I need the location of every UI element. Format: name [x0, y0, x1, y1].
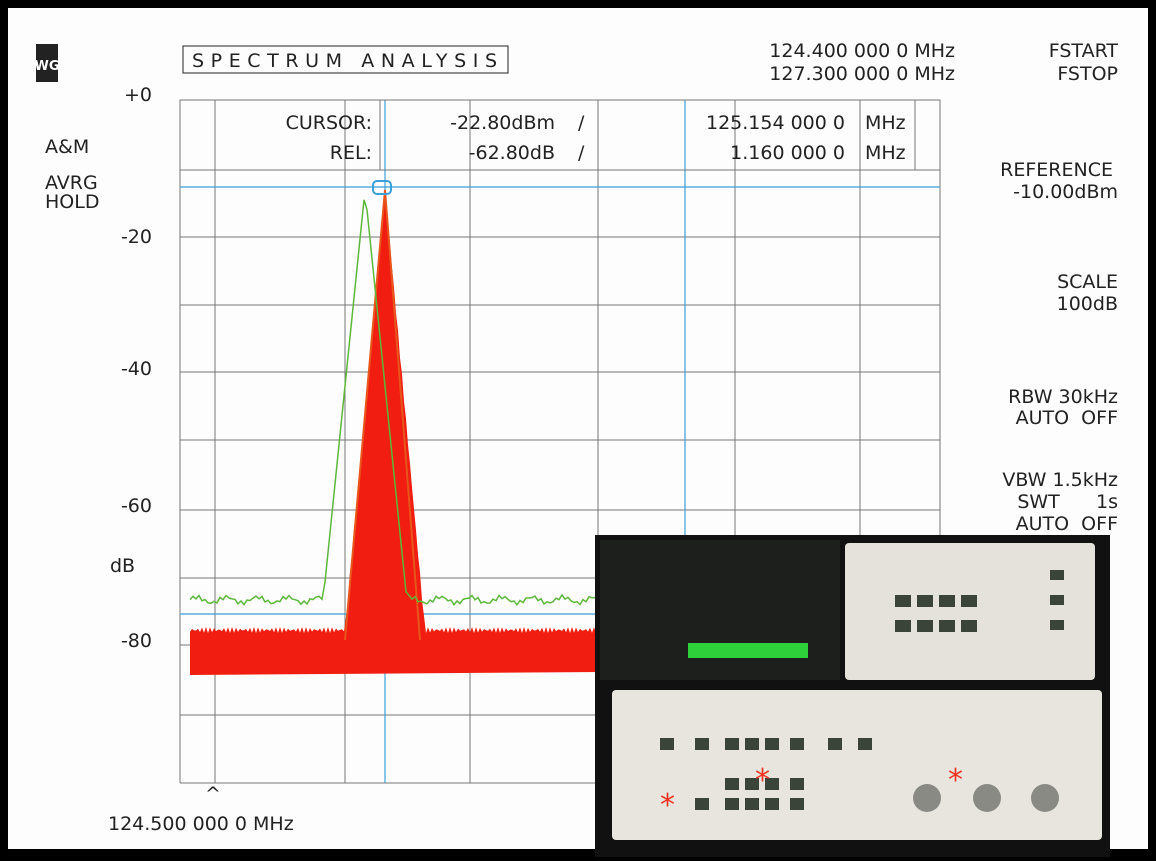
separator: / — [578, 142, 585, 164]
instrument-photo: * * * — [595, 535, 1110, 857]
cursor-label: CURSOR: — [286, 112, 372, 134]
tick-label: -40 — [121, 358, 152, 380]
marker: ^ — [205, 783, 221, 805]
stop-label: FSTOP — [1057, 63, 1118, 85]
start-freq: 124.400 000 0 MHz — [769, 40, 955, 62]
setting: RBW 30kHz — [1008, 386, 1118, 408]
tick-label: -80 — [121, 630, 152, 652]
svg-text:*: * — [755, 763, 770, 798]
setting: AUTO OFF — [1016, 513, 1118, 535]
cursor-label: REL: — [330, 142, 372, 164]
cursor-unit: MHz — [865, 142, 906, 164]
setting: VBW 1.5kHz — [1002, 469, 1118, 491]
setting: REFERENCE — [1000, 159, 1113, 181]
stop-freq: 127.300 000 0 MHz — [769, 63, 955, 85]
setting: -10.00dBm — [1013, 181, 1118, 203]
tick-label: +0 — [124, 84, 152, 106]
cursor-unit: MHz — [865, 112, 906, 134]
separator: / — [578, 112, 585, 134]
cursor-freq: 125.154 000 0 — [706, 112, 845, 134]
mode-label: HOLD — [45, 191, 99, 213]
setting: 100dB — [1057, 293, 1118, 315]
svg-text:*: * — [948, 763, 963, 798]
tick-label: -20 — [121, 226, 152, 248]
screen: WG SPECTRUM ANALYSIS 124.400 000 0 MHz 1… — [0, 0, 1156, 857]
start-label: FSTART — [1049, 40, 1119, 62]
setting: SCALE — [1057, 271, 1118, 293]
logo: WG — [34, 59, 59, 74]
setting: AUTO OFF — [1016, 407, 1118, 429]
unit-label: dB — [110, 555, 135, 577]
mode-label: A&M — [45, 136, 89, 158]
svg-text:*: * — [660, 788, 675, 823]
cursor-value: -62.80dB — [469, 142, 555, 164]
setting: SWT 1s — [1017, 491, 1118, 513]
center-freq: 124.500 000 0 MHz — [108, 813, 294, 835]
tick-label: -60 — [121, 495, 152, 517]
cursor-value: -22.80dBm — [450, 112, 555, 134]
cursor-freq: 1.160 000 0 — [730, 142, 845, 164]
